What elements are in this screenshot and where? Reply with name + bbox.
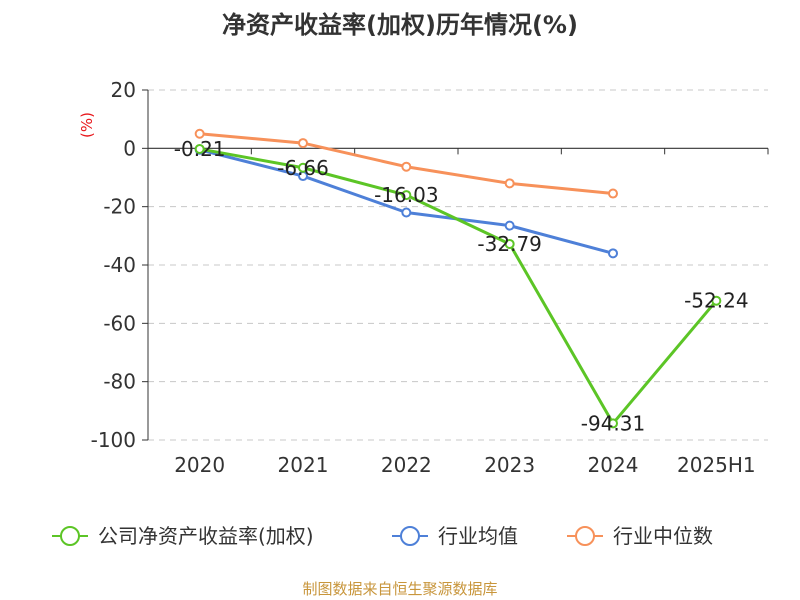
data-point xyxy=(608,248,618,259)
legend: 公司净资产收益率(加权) 行业均值 行业中位数 xyxy=(52,524,713,548)
data-point xyxy=(608,418,618,429)
data-point xyxy=(504,220,515,231)
data-point xyxy=(298,162,308,173)
x-tick-label: 2022 xyxy=(381,453,432,477)
series-lines xyxy=(194,128,722,429)
data-label: -52.24 xyxy=(684,289,748,313)
data-point xyxy=(711,295,722,306)
y-unit-label: (%) xyxy=(78,112,96,138)
legend-swatch-marker xyxy=(60,526,80,546)
legend-swatch-marker xyxy=(400,526,420,546)
data-point xyxy=(401,190,412,201)
data-point xyxy=(298,138,308,149)
gridlines xyxy=(148,89,768,441)
y-tick-label: -40 xyxy=(103,253,136,277)
data-labels: -0.21 -6.66 -16.03 -32.79 -94.31 -52.24 xyxy=(174,137,749,435)
y-tick-label: 0 xyxy=(123,136,136,160)
data-label: -94.31 xyxy=(581,411,645,435)
x-tick-label: 2024 xyxy=(588,453,639,477)
legend-label: 行业中位数 xyxy=(613,524,713,548)
series-line xyxy=(199,147,718,425)
legend-label: 行业均值 xyxy=(438,524,518,548)
data-point xyxy=(504,178,515,189)
data-point xyxy=(401,161,412,172)
data-label: -6.66 xyxy=(277,156,329,180)
data-point xyxy=(194,143,205,154)
y-tick-label: -60 xyxy=(103,311,136,335)
data-label: -16.03 xyxy=(374,183,438,207)
chart-title: 净资产收益率(加权)历年情况(%) xyxy=(222,11,578,39)
data-point xyxy=(401,207,412,218)
legend-label: 公司净资产收益率(加权) xyxy=(98,524,314,548)
x-tick-label: 2021 xyxy=(278,453,329,477)
data-point xyxy=(608,188,618,199)
data-point xyxy=(504,238,515,249)
legend-swatch-marker xyxy=(575,526,595,546)
data-label: -0.21 xyxy=(174,137,226,161)
data-label: -32.79 xyxy=(477,232,541,256)
y-tick-label: -100 xyxy=(91,428,136,452)
y-tick-label: 20 xyxy=(111,78,136,102)
x-tick-label: 2025H1 xyxy=(677,453,756,477)
x-tick-label: 2023 xyxy=(484,453,535,477)
source-note: 制图数据来自恒生聚源数据库 xyxy=(302,580,497,598)
y-tick-label: -80 xyxy=(103,370,136,394)
data-point xyxy=(194,128,205,139)
y-tick-label: -20 xyxy=(103,195,136,219)
axes: 20 0 -20 -40 -60 -80 -100 2020 2021 2022 2023 2024 2… xyxy=(91,78,769,477)
x-tick-label: 2020 xyxy=(174,453,225,477)
